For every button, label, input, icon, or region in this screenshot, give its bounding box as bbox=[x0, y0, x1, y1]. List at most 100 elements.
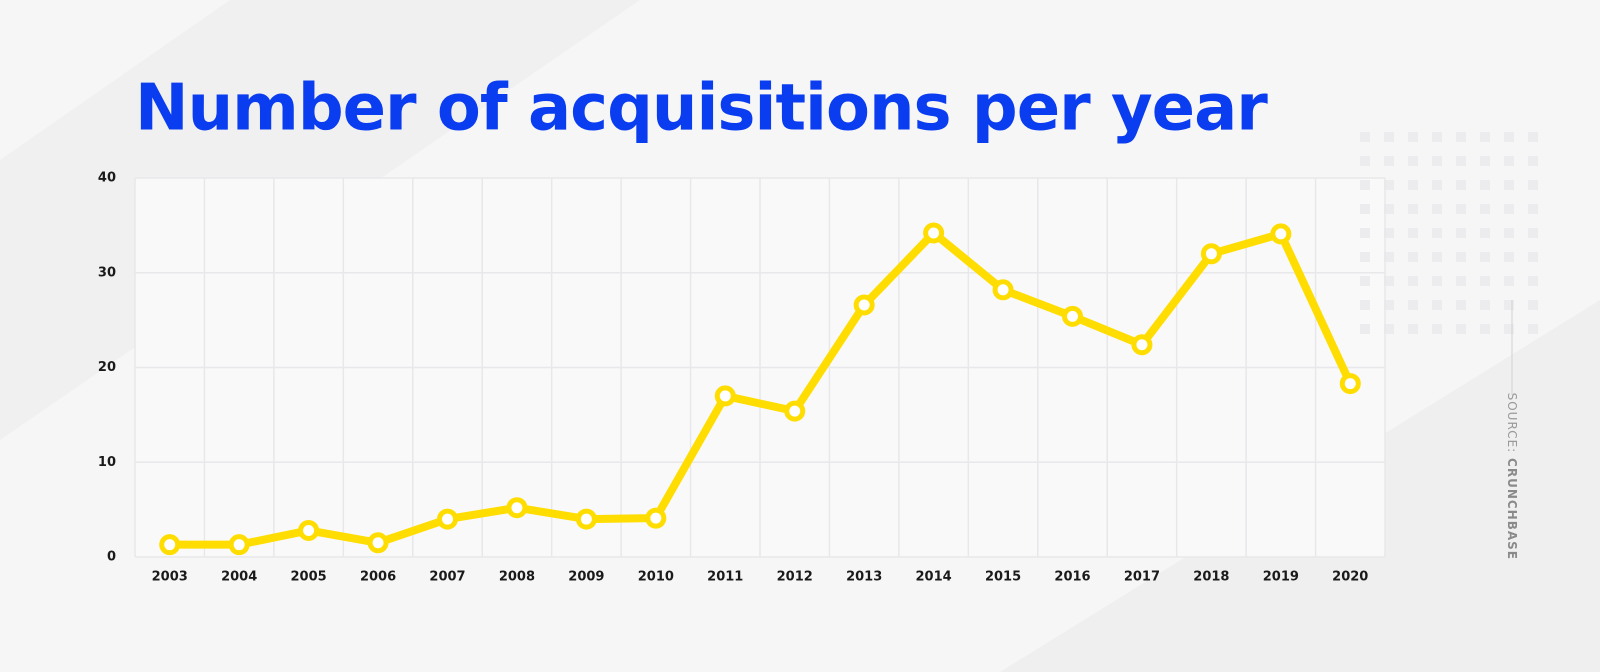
dot bbox=[1408, 276, 1418, 286]
point bbox=[1062, 305, 1083, 327]
dot bbox=[1480, 180, 1490, 190]
dot bbox=[1384, 300, 1394, 310]
point bbox=[923, 222, 945, 244]
dot bbox=[1408, 132, 1418, 142]
x-tick-label: 2019 bbox=[1263, 570, 1299, 585]
dot bbox=[1480, 276, 1490, 286]
dot bbox=[1360, 228, 1370, 238]
dot bbox=[1408, 324, 1418, 334]
dot bbox=[1360, 132, 1370, 142]
source: SOURCE: CRUNCHBASE bbox=[1506, 393, 1520, 560]
point bbox=[714, 385, 736, 407]
dot bbox=[1504, 252, 1514, 262]
dot bbox=[1456, 132, 1466, 142]
source-name: CRUNCHBASE bbox=[1506, 458, 1520, 560]
x-tick-label: 2009 bbox=[568, 570, 604, 585]
dot bbox=[1408, 252, 1418, 262]
x-tick-label: 2008 bbox=[499, 570, 535, 585]
dot bbox=[1528, 252, 1538, 262]
x-tick-label: 2015 bbox=[985, 570, 1021, 585]
x-tick-label: 2007 bbox=[429, 570, 465, 585]
dot bbox=[1408, 204, 1418, 214]
dot bbox=[1384, 180, 1394, 190]
dot bbox=[1504, 324, 1514, 334]
dot bbox=[1480, 228, 1490, 238]
x-tick-label: 2017 bbox=[1124, 570, 1160, 585]
x-tick-label: 2013 bbox=[846, 570, 882, 585]
dot bbox=[1432, 324, 1442, 334]
x-tick-label: 2012 bbox=[777, 570, 813, 585]
dot bbox=[1408, 300, 1418, 310]
dot bbox=[1504, 156, 1514, 166]
dot bbox=[1384, 252, 1394, 262]
dot bbox=[1528, 324, 1538, 334]
dot bbox=[1504, 228, 1514, 238]
x-tick-label: 2004 bbox=[221, 570, 257, 585]
point bbox=[437, 508, 458, 530]
point bbox=[992, 279, 1014, 301]
point bbox=[645, 507, 667, 529]
dot bbox=[1384, 204, 1394, 214]
dot bbox=[1384, 276, 1394, 286]
dot bbox=[1360, 276, 1370, 286]
dot bbox=[1384, 324, 1394, 334]
x-tick-label: 2014 bbox=[916, 570, 952, 585]
dot bbox=[1360, 180, 1370, 190]
dot bbox=[1528, 204, 1538, 214]
dot bbox=[1432, 276, 1442, 286]
y-tick-label: 10 bbox=[98, 455, 116, 470]
dot bbox=[1480, 204, 1490, 214]
dot bbox=[1456, 324, 1466, 334]
dot bbox=[1456, 204, 1466, 214]
dot bbox=[1456, 180, 1466, 190]
point bbox=[228, 534, 250, 556]
dot bbox=[1360, 204, 1370, 214]
dot bbox=[1432, 180, 1442, 190]
dot bbox=[1408, 180, 1418, 190]
x-tick-label: 2003 bbox=[152, 570, 188, 585]
point bbox=[1200, 243, 1222, 265]
dot bbox=[1456, 276, 1466, 286]
point bbox=[298, 519, 320, 541]
point bbox=[1270, 223, 1292, 245]
dot bbox=[1384, 156, 1394, 166]
y-tick-label: 0 bbox=[107, 550, 116, 565]
dot bbox=[1504, 180, 1514, 190]
x-tick-label: 2010 bbox=[638, 570, 674, 585]
dot bbox=[1360, 156, 1370, 166]
x-tick-label: 2005 bbox=[291, 570, 327, 585]
line bbox=[165, 228, 1355, 549]
x-tick-label: 2006 bbox=[360, 570, 396, 585]
point bbox=[575, 508, 597, 530]
dot bbox=[1504, 276, 1514, 286]
dot bbox=[1456, 156, 1466, 166]
source-label: SOURCE: bbox=[1506, 393, 1520, 454]
dot bbox=[1456, 252, 1466, 262]
dot bbox=[1408, 228, 1418, 238]
dot bbox=[1504, 132, 1514, 142]
x-tick-label: 2018 bbox=[1193, 570, 1229, 585]
dot bbox=[1528, 132, 1538, 142]
dot bbox=[1480, 252, 1490, 262]
dot bbox=[1432, 300, 1442, 310]
dot bbox=[1528, 228, 1538, 238]
point bbox=[159, 534, 181, 556]
x-tick-label: 2011 bbox=[707, 570, 743, 585]
chart-title: Number of acquisitions per year bbox=[135, 72, 1268, 146]
dot bbox=[1432, 156, 1442, 166]
dot bbox=[1528, 300, 1538, 310]
point bbox=[506, 497, 528, 519]
dot bbox=[1528, 156, 1538, 166]
point bbox=[1339, 373, 1361, 395]
x-tick-label: 2020 bbox=[1332, 570, 1368, 585]
dot bbox=[1384, 228, 1394, 238]
dot bbox=[1504, 300, 1514, 310]
y-tick-label: 30 bbox=[98, 265, 116, 280]
dot bbox=[1480, 324, 1490, 334]
y-tick-label: 40 bbox=[98, 171, 116, 186]
dot bbox=[1480, 300, 1490, 310]
dot bbox=[1504, 204, 1514, 214]
dot bbox=[1432, 252, 1442, 262]
dot bbox=[1480, 156, 1490, 166]
